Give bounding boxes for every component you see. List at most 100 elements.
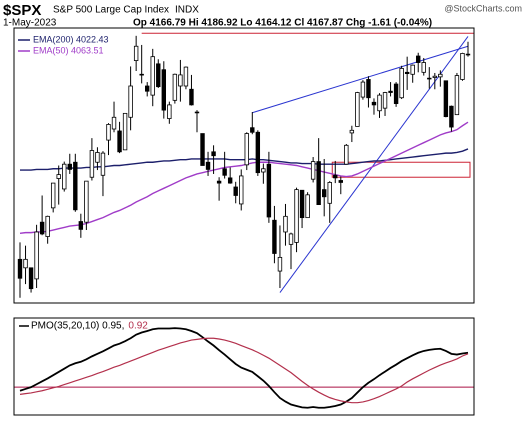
candle-body (122, 112, 128, 151)
candle-body (133, 45, 139, 61)
exchange: INDX (175, 5, 199, 16)
candle-body (89, 150, 95, 178)
candle-body (216, 180, 222, 184)
candle-body (377, 94, 382, 112)
candle-body (111, 116, 117, 130)
candle-body (266, 163, 272, 218)
candle-body (382, 92, 388, 109)
candle-body (156, 63, 161, 88)
candle-body (84, 180, 89, 223)
candle-body (272, 219, 277, 254)
candle-body (95, 152, 100, 163)
quote: Op 4166.79 Hi 4186.92 Lo 4164.12 Cl 4167… (133, 18, 432, 29)
trendline (252, 45, 469, 114)
candle-body (454, 75, 460, 116)
candle-body (50, 182, 56, 209)
candle-body (321, 189, 327, 198)
candle-body (294, 189, 299, 243)
candle-body (460, 53, 465, 80)
symbol: $SPX (3, 2, 41, 19)
candle-body (39, 221, 45, 235)
date: 1-May-2023 (3, 18, 57, 29)
candle-body (17, 258, 23, 279)
candle-body (150, 56, 155, 96)
candle-body (305, 194, 310, 219)
candle-body (172, 73, 178, 101)
candle-body (200, 133, 205, 166)
candle-body (449, 105, 454, 128)
candle-body (416, 55, 421, 63)
candle-body (427, 77, 432, 80)
candle-body (183, 66, 189, 87)
candle-body (23, 258, 28, 269)
candle-body (277, 256, 283, 272)
pmo-plot-area (14, 318, 474, 415)
legend-label: PMO(35,20,10) 0.95, (31, 321, 124, 332)
candle-body (227, 177, 233, 184)
highlight-box (331, 161, 471, 178)
candle-body (255, 131, 261, 174)
candle-body (211, 151, 216, 157)
legend-label: EMA(50) 4063.51 (33, 45, 104, 55)
candle-body (421, 62, 426, 73)
candle-body (222, 168, 227, 176)
candle-body (388, 90, 393, 93)
candle-body (399, 68, 404, 99)
candle-body (344, 144, 349, 165)
candle-body (28, 267, 34, 290)
candle-body (239, 175, 244, 205)
candle-body (299, 189, 305, 219)
candle-body (139, 73, 144, 76)
legend-label: 0.92 (128, 321, 148, 332)
candle-body (443, 80, 449, 118)
candle-body (438, 73, 443, 78)
trendline (279, 36, 469, 293)
candle-body (244, 133, 249, 166)
candle-body (178, 74, 183, 87)
candle-body (117, 130, 122, 153)
series-line (19, 337, 469, 404)
candle-body (410, 64, 415, 75)
candle-body (62, 163, 67, 190)
price-frame (13, 27, 475, 304)
candle-body (355, 92, 360, 127)
candle-body (349, 129, 355, 134)
candle-body (327, 182, 332, 204)
candle-body (73, 161, 78, 211)
chart-title: S&P 500 Large Cap Index (53, 5, 169, 16)
candle-body (261, 168, 266, 173)
candle-body (404, 71, 410, 75)
candle-body (78, 221, 84, 230)
watermark: @StockCharts.com (444, 3, 522, 13)
candle-body (205, 161, 211, 170)
candle-body (34, 231, 39, 280)
candle-body (67, 163, 72, 170)
candle-body (100, 152, 106, 176)
candle-body (194, 111, 200, 114)
candle-body (432, 75, 438, 78)
candle-body (145, 85, 150, 92)
candle-body (393, 83, 399, 104)
candle-body (333, 174, 338, 179)
candle-body (106, 124, 111, 141)
candle-body (316, 161, 321, 205)
candle-body (371, 101, 377, 106)
candle-body (250, 127, 255, 133)
candle-body (338, 180, 343, 183)
candle-body (161, 69, 167, 111)
candle-body (288, 233, 294, 245)
candle-body (167, 104, 172, 119)
candle-body (283, 215, 288, 233)
candle-body (128, 85, 133, 118)
candle-body (45, 215, 50, 237)
candle-body (233, 186, 238, 196)
candle-body (366, 79, 371, 99)
legend-label: EMA(200) 4022.43 (33, 34, 109, 44)
series-line (20, 148, 469, 171)
candle-body (189, 88, 194, 106)
candle-body (360, 81, 366, 98)
candle-body (310, 161, 316, 180)
candle-body (465, 53, 471, 56)
pmo-frame (13, 317, 475, 416)
